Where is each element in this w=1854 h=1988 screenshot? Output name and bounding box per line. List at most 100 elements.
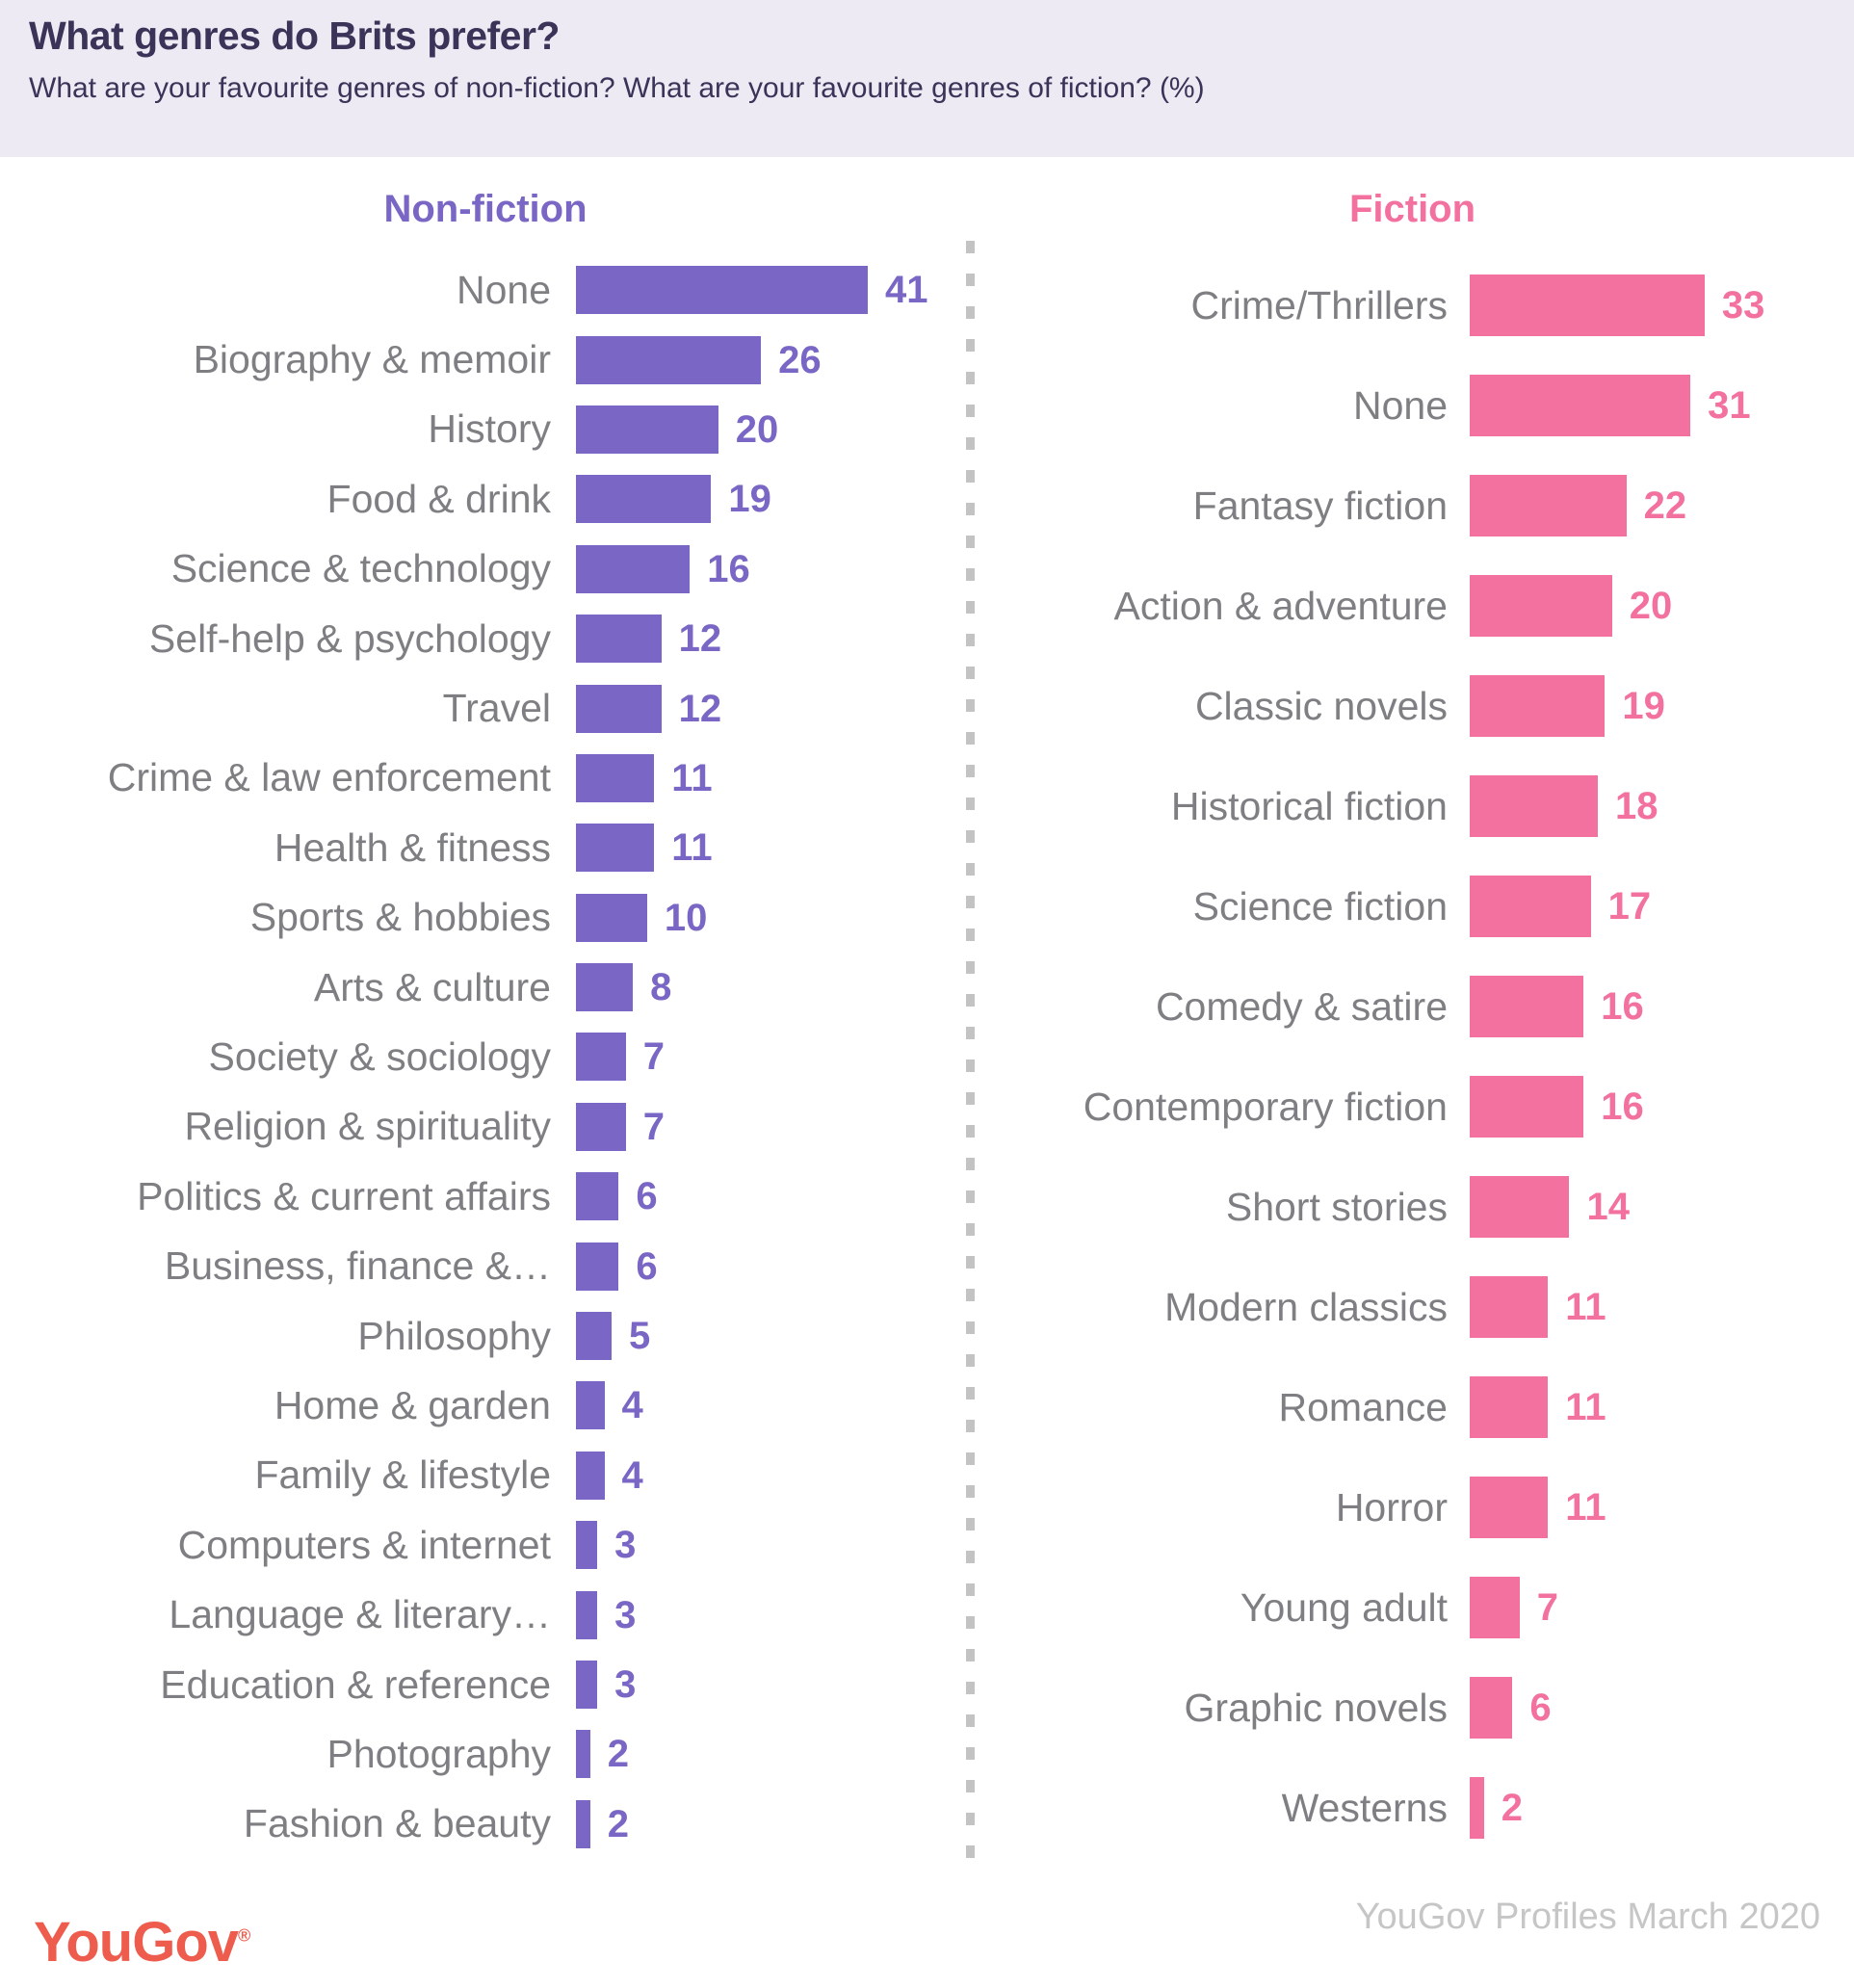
bar bbox=[576, 475, 712, 524]
registered-mark: ® bbox=[238, 1925, 250, 1946]
value-label: 6 bbox=[636, 1175, 658, 1218]
bar-row: Horror 11 bbox=[971, 1457, 1854, 1557]
bar-row: Fashion & beauty 2 bbox=[0, 1790, 971, 1859]
bar-row: Philosophy 5 bbox=[0, 1301, 971, 1371]
yougov-logo: YouGov® bbox=[34, 1915, 250, 1971]
category-label: Family & lifestyle bbox=[254, 1452, 551, 1498]
bar-row: Language & literary… 3 bbox=[0, 1580, 971, 1649]
bar-row: Photography 2 bbox=[0, 1719, 971, 1789]
nonfiction-column: Non-fiction None 41 Biography & memoir 26 Hi… bbox=[0, 157, 971, 1881]
value-label: 12 bbox=[678, 687, 722, 730]
value-label: 11 bbox=[671, 826, 713, 870]
dashed-divider bbox=[966, 241, 975, 1869]
nonfiction-chart: None 41 Biography & memoir 26 History 20 Food … bbox=[0, 255, 971, 1859]
bar-row: Graphic novels 6 bbox=[971, 1658, 1854, 1758]
category-label: Westerns bbox=[1281, 1785, 1448, 1830]
fiction-column: Fiction Crime/Thrillers 33 None 31 Fantasy f… bbox=[971, 157, 1854, 1881]
bar bbox=[1470, 1577, 1520, 1638]
category-label: History bbox=[428, 406, 551, 452]
value-label: 4 bbox=[621, 1384, 643, 1427]
value-label: 19 bbox=[1622, 685, 1665, 727]
bar bbox=[1470, 876, 1591, 937]
category-label: Language & literary… bbox=[169, 1592, 551, 1637]
bar-row: None 41 bbox=[0, 255, 971, 325]
value-label: 16 bbox=[707, 547, 750, 590]
value-label: 26 bbox=[778, 338, 822, 381]
bar bbox=[576, 1033, 626, 1082]
category-label: Contemporary fiction bbox=[1083, 1084, 1448, 1129]
bar-row: Politics & current affairs 6 bbox=[0, 1162, 971, 1231]
category-label: None bbox=[456, 267, 551, 312]
category-label: Crime/Thrillers bbox=[1190, 282, 1449, 327]
bar-row: History 20 bbox=[0, 395, 971, 464]
bar-row: Arts & culture 8 bbox=[0, 953, 971, 1022]
bar-row: Science & technology 16 bbox=[0, 535, 971, 604]
bar-row: Biography & memoir 26 bbox=[0, 325, 971, 394]
bar bbox=[1470, 1176, 1570, 1238]
category-label: Historical fiction bbox=[1170, 783, 1448, 828]
bar-row: Food & drink 19 bbox=[0, 464, 971, 534]
value-label: 18 bbox=[1615, 785, 1658, 827]
category-label: Horror bbox=[1335, 1484, 1448, 1530]
category-label: Politics & current affairs bbox=[137, 1173, 551, 1218]
category-label: Modern classics bbox=[1164, 1284, 1448, 1329]
bar-row: Young adult 7 bbox=[971, 1557, 1854, 1658]
yougov-logo-text: YouGov bbox=[34, 1911, 239, 1974]
bar bbox=[576, 405, 718, 454]
bar-row: Business, finance &… 6 bbox=[0, 1231, 971, 1300]
bar-row: Short stories 14 bbox=[971, 1157, 1854, 1257]
category-label: Food & drink bbox=[326, 476, 551, 521]
header-band: What genres do Brits prefer? What are yo… bbox=[0, 0, 1854, 157]
value-label: 20 bbox=[735, 407, 779, 451]
category-label: Science & technology bbox=[170, 546, 551, 591]
bar bbox=[1470, 775, 1599, 837]
bar bbox=[576, 1242, 619, 1291]
bar bbox=[1470, 675, 1606, 737]
bar bbox=[1470, 976, 1584, 1037]
category-label: Society & sociology bbox=[208, 1033, 551, 1079]
value-label: 6 bbox=[636, 1244, 658, 1288]
category-label: Crime & law enforcement bbox=[107, 755, 551, 800]
category-label: Graphic novels bbox=[1184, 1685, 1448, 1730]
bar bbox=[576, 615, 662, 664]
value-label: 16 bbox=[1601, 985, 1644, 1028]
bar-row: Action & adventure 20 bbox=[971, 556, 1854, 656]
value-label: 3 bbox=[614, 1663, 637, 1706]
bar bbox=[576, 1451, 605, 1500]
bar-row: Self-help & psychology 12 bbox=[0, 604, 971, 673]
value-label: 8 bbox=[650, 966, 672, 1009]
category-label: None bbox=[1352, 382, 1448, 428]
bar bbox=[576, 544, 691, 593]
bar-row: Comedy & satire 16 bbox=[971, 956, 1854, 1057]
bar-row: Computers & internet 3 bbox=[0, 1510, 971, 1580]
category-label: Young adult bbox=[1240, 1584, 1448, 1630]
category-label: Biography & memoir bbox=[193, 337, 551, 382]
value-label: 5 bbox=[628, 1315, 651, 1358]
bar-row: Health & fitness 11 bbox=[0, 813, 971, 882]
category-label: Science fiction bbox=[1192, 883, 1448, 929]
category-label: Education & reference bbox=[160, 1661, 551, 1707]
fiction-chart: Crime/Thrillers 33 None 31 Fantasy fiction 22… bbox=[971, 255, 1854, 1858]
value-label: 12 bbox=[678, 617, 722, 661]
category-label: Home & garden bbox=[274, 1382, 551, 1427]
value-label: 31 bbox=[1708, 384, 1751, 427]
category-label: Sports & hobbies bbox=[249, 895, 551, 940]
bar bbox=[1470, 1677, 1513, 1739]
category-label: Short stories bbox=[1225, 1184, 1448, 1229]
bar bbox=[576, 963, 634, 1012]
bar-row: Classic novels 19 bbox=[971, 656, 1854, 756]
bar bbox=[576, 1730, 590, 1779]
category-label: Fashion & beauty bbox=[243, 1801, 551, 1846]
bar bbox=[1470, 1777, 1484, 1839]
bar bbox=[576, 753, 655, 802]
bar bbox=[576, 1102, 626, 1151]
category-label: Classic novels bbox=[1194, 683, 1448, 728]
bar bbox=[576, 1661, 598, 1709]
value-label: 14 bbox=[1586, 1186, 1630, 1228]
bar-row: Modern classics 11 bbox=[971, 1257, 1854, 1357]
bar bbox=[576, 1799, 590, 1848]
bar bbox=[1470, 1276, 1549, 1338]
value-label: 10 bbox=[664, 896, 708, 939]
page-title: What genres do Brits prefer? bbox=[29, 13, 560, 58]
bar bbox=[1470, 1376, 1549, 1438]
